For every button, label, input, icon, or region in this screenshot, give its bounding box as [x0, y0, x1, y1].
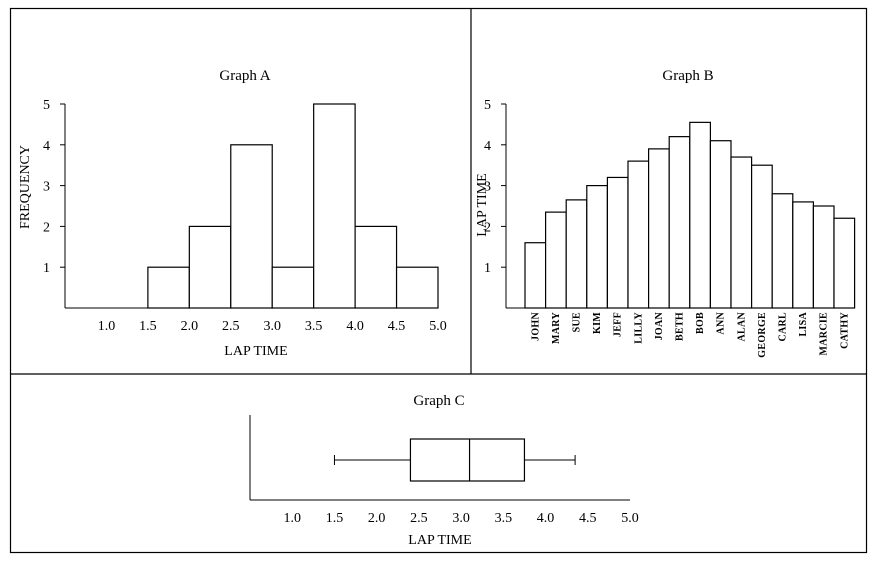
graph-b-category-label: JEFF	[613, 312, 624, 337]
graph-b-category-label: ANN	[716, 312, 727, 335]
graph-b-category-label: MARY	[551, 312, 562, 344]
graph-a-title: Graph A	[219, 68, 270, 84]
graph-b-category-label: GEORGE	[757, 312, 768, 358]
graph-b-y-tick-label: 4	[484, 139, 491, 154]
graph-b-bar	[771, 193, 794, 309]
graph-a-bar	[147, 266, 190, 309]
graph-b-bar	[812, 205, 835, 309]
graph-a-y-axis-label: FREQUENCY	[18, 145, 33, 229]
graph-a-x-tick-label: 3.0	[263, 319, 281, 334]
graph-c-title: Graph C	[413, 393, 464, 409]
graph-b-category-label: CARL	[778, 312, 789, 342]
graph-b-category-label: MARCIE	[819, 312, 830, 355]
graph-b-bar	[750, 164, 773, 309]
graph-b-bar	[668, 136, 691, 309]
graph-b-category-label: JOAN	[654, 312, 665, 341]
graph-a-bar	[230, 144, 273, 309]
graph-c-x-tick-label: 3.5	[495, 511, 513, 526]
graph-a-plot: 1 2 3 4 5 1.0 1.5 2.0 2.5 3.0 3.5 4.0 4.5 5.0	[43, 98, 447, 334]
graph-b-category-label: KIM	[592, 312, 603, 334]
graph-b-bar	[586, 185, 608, 309]
graph-b-category-label: BETH	[675, 312, 686, 341]
graph-b: Graph B LAP TIME 1 2 3 4 5 JOHN MARY SUE KIM JEFF…	[475, 68, 856, 358]
graph-b-bar	[730, 156, 753, 309]
graph-a-x-tick-label: 4.0	[346, 319, 364, 334]
graph-a-x-tick-label: 2.5	[222, 319, 240, 334]
outer-border	[9, 7, 868, 554]
graph-a-bar	[313, 103, 356, 309]
graph-a-x-tick-label: 3.5	[305, 319, 323, 334]
graph-c-x-tick-label: 2.5	[410, 511, 428, 526]
graph-c-x-tick-label: 4.5	[579, 511, 597, 526]
graph-a-y-tick-label: 2	[43, 220, 50, 235]
graph-b-bar	[606, 176, 629, 309]
graph-c-x-tick-label: 3.0	[452, 511, 470, 526]
graph-b-bar	[792, 201, 814, 309]
graph-a-y-tick-label: 3	[43, 180, 50, 195]
graph-c-x-tick-label: 1.5	[326, 511, 344, 526]
graph-b-bar	[565, 199, 588, 309]
graph-a-x-tick-label: 4.5	[388, 319, 406, 334]
graph-b-y-tick-label: 3	[484, 180, 491, 195]
graph-b-y-tick-label: 2	[484, 220, 491, 235]
graph-a-y-tick-label: 1	[43, 261, 50, 276]
graph-b-y-tick-label: 1	[484, 261, 491, 276]
graph-b-bar	[544, 211, 567, 309]
graph-a-y-tick-label: 4	[43, 139, 50, 154]
graph-a-x-tick-label: 2.0	[181, 319, 199, 334]
graph-b-plot: 1 2 3 4 5 JOHN MARY SUE KIM JEFF LILLY JOAN BETH BOB A…	[484, 98, 856, 358]
graph-b-y-tick-label: 5	[484, 98, 491, 113]
graph-a-bar	[395, 266, 439, 309]
graph-c-plot: 1.0 1.5 2.0 2.5 3.0 3.5 4.0 4.5 5.0	[249, 415, 639, 526]
graph-c-x-tick-label: 4.0	[537, 511, 555, 526]
graph-b-bar	[627, 160, 650, 309]
graph-b-bar	[689, 121, 711, 309]
graph-c-x-tick-label: 1.0	[283, 511, 301, 526]
graph-b-category-label: ALAN	[736, 312, 747, 342]
graph-c-x-tick-label: 2.0	[368, 511, 386, 526]
graph-c-x-tick-label: 5.0	[621, 511, 639, 526]
graph-a-bar	[188, 225, 232, 309]
graph-b-category-label: CATHY	[839, 312, 850, 349]
graph-a-x-tick-label: 5.0	[429, 319, 447, 334]
graph-a: Graph A LAP TIME FREQUENCY 1 2 3 4 5 1.0 1.5 2.…	[18, 68, 447, 359]
graph-c: Graph C LAP TIME 1.0 1.5 2.0 2.5 3.0 3.5 4.0 4.…	[249, 393, 639, 548]
graph-b-category-label: LILLY	[633, 312, 644, 344]
graph-a-x-tick-label: 1.0	[98, 319, 116, 334]
graph-a-x-tick-label: 1.5	[139, 319, 157, 334]
graph-b-category-label: SUE	[572, 312, 583, 332]
graph-b-category-label: BOB	[695, 312, 706, 334]
graph-a-y-tick-label: 5	[43, 98, 50, 113]
graph-b-bar	[709, 140, 732, 309]
graph-a-x-axis-label: LAP TIME	[224, 344, 287, 359]
graph-b-bar	[647, 148, 670, 309]
graph-b-bar	[833, 217, 856, 309]
graph-c-x-axis-label: LAP TIME	[408, 533, 471, 548]
figure-frame	[9, 7, 868, 554]
graph-c-box	[409, 438, 526, 482]
graph-b-title: Graph B	[662, 68, 713, 84]
graph-a-bar	[354, 225, 398, 309]
graph-b-bar	[524, 242, 547, 309]
graph-b-y-axis-label: LAP TIME	[475, 173, 490, 236]
graph-b-category-label: LISA	[798, 312, 809, 337]
graph-b-category-label: JOHN	[530, 312, 541, 341]
graph-a-bar	[271, 266, 315, 309]
